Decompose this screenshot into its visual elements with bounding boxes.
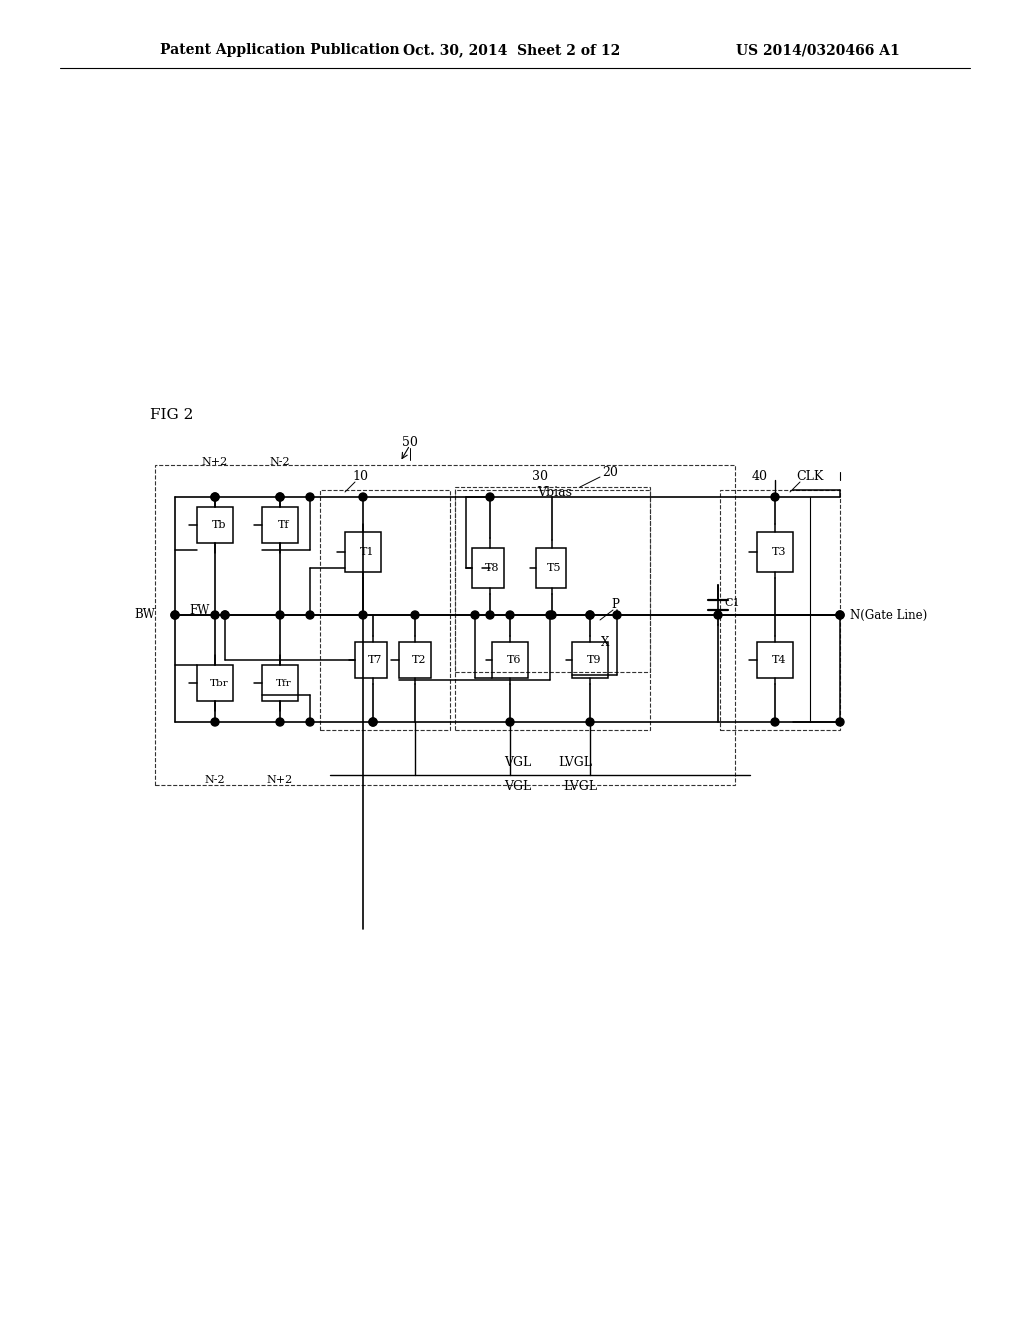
Bar [262, 507, 298, 543]
Circle shape [211, 492, 219, 502]
Text: FIG 2: FIG 2 [150, 408, 194, 422]
Circle shape [506, 718, 514, 726]
Circle shape [471, 611, 479, 619]
Circle shape [506, 611, 514, 619]
Bar [572, 642, 608, 678]
Bar [197, 507, 233, 543]
Circle shape [359, 611, 367, 619]
Text: CLK: CLK [797, 470, 823, 483]
Circle shape [171, 611, 179, 619]
Text: VGL: VGL [505, 780, 531, 793]
Circle shape [369, 718, 377, 726]
Text: T3: T3 [772, 546, 786, 557]
Text: T6: T6 [507, 655, 521, 665]
Circle shape [306, 492, 314, 502]
Bar [757, 642, 793, 678]
Text: 30: 30 [532, 470, 548, 483]
Bar [197, 665, 233, 701]
Circle shape [486, 492, 494, 502]
Bar [262, 665, 298, 701]
Text: N(Gate Line): N(Gate Line) [850, 609, 928, 622]
Text: 10: 10 [352, 470, 368, 483]
Bar [472, 548, 504, 587]
Bar [757, 532, 793, 572]
Text: N+2: N+2 [202, 457, 228, 467]
Bar [345, 532, 381, 572]
Circle shape [171, 611, 179, 619]
Circle shape [586, 718, 594, 726]
Circle shape [211, 718, 219, 726]
Circle shape [486, 611, 494, 619]
Circle shape [714, 611, 722, 619]
Circle shape [276, 611, 284, 619]
Bar [455, 490, 650, 730]
Text: 40: 40 [752, 470, 768, 483]
Circle shape [359, 492, 367, 502]
Circle shape [613, 611, 621, 619]
Text: X: X [601, 635, 609, 648]
Text: Tfr: Tfr [276, 678, 292, 688]
Text: T2: T2 [412, 655, 426, 665]
Bar [319, 490, 450, 730]
Text: P: P [611, 598, 618, 611]
Text: T5: T5 [547, 564, 561, 573]
Circle shape [586, 611, 594, 619]
Text: Oct. 30, 2014  Sheet 2 of 12: Oct. 30, 2014 Sheet 2 of 12 [403, 44, 621, 57]
Circle shape [211, 611, 219, 619]
Circle shape [836, 611, 844, 619]
Circle shape [369, 718, 377, 726]
Text: T1: T1 [359, 546, 374, 557]
Text: T8: T8 [484, 564, 500, 573]
Text: VGL: VGL [505, 756, 531, 770]
Bar [355, 642, 387, 678]
Circle shape [276, 492, 284, 502]
Bar [399, 642, 431, 678]
Text: T7: T7 [368, 655, 382, 665]
Text: N+2: N+2 [267, 775, 293, 785]
Text: Tb: Tb [212, 520, 226, 531]
Bar [492, 642, 528, 678]
Circle shape [586, 611, 594, 619]
Circle shape [306, 718, 314, 726]
Text: N-2: N-2 [205, 775, 225, 785]
Circle shape [771, 492, 779, 502]
Circle shape [546, 611, 554, 619]
Bar [155, 465, 735, 785]
Circle shape [771, 718, 779, 726]
Text: Tf: Tf [279, 520, 290, 531]
Text: LVGL: LVGL [558, 756, 592, 770]
Circle shape [276, 492, 284, 502]
Bar [720, 490, 840, 730]
Text: Tbr: Tbr [210, 678, 228, 688]
Bar [536, 548, 566, 587]
Circle shape [306, 611, 314, 619]
Circle shape [548, 611, 556, 619]
Text: N-2: N-2 [269, 457, 291, 467]
Text: Vbias: Vbias [538, 486, 572, 499]
Circle shape [211, 492, 219, 502]
Text: US 2014/0320466 A1: US 2014/0320466 A1 [736, 44, 900, 57]
Circle shape [276, 718, 284, 726]
Text: 50: 50 [402, 436, 418, 449]
Text: BW: BW [134, 609, 155, 622]
Circle shape [221, 611, 229, 619]
Text: T4: T4 [772, 655, 786, 665]
Text: FW: FW [189, 603, 210, 616]
Circle shape [836, 718, 844, 726]
Text: Patent Application Publication: Patent Application Publication [160, 44, 399, 57]
Text: T9: T9 [587, 655, 601, 665]
Circle shape [221, 611, 229, 619]
Text: C1: C1 [724, 598, 739, 609]
Text: 20: 20 [602, 466, 617, 479]
Text: LVGL: LVGL [563, 780, 597, 793]
Bar [455, 487, 650, 672]
Circle shape [836, 611, 844, 619]
Circle shape [411, 611, 419, 619]
